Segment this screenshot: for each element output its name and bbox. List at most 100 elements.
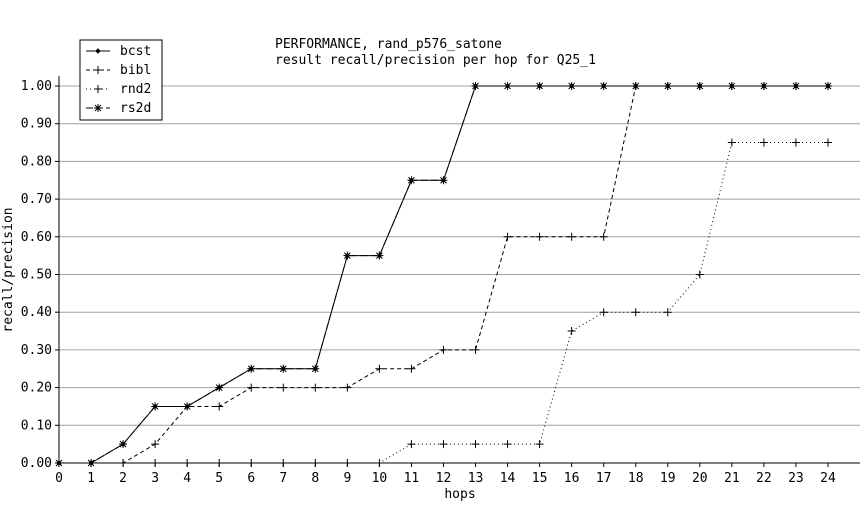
x-tick-label: 14 — [500, 471, 516, 486]
data-point — [567, 82, 576, 90]
data-point — [439, 176, 448, 185]
data-point — [407, 440, 416, 449]
legend-marker — [94, 104, 102, 112]
x-tick-label: 19 — [660, 471, 676, 486]
data-point — [343, 251, 352, 260]
data-point — [599, 232, 608, 241]
series-line — [59, 142, 828, 464]
data-point — [279, 383, 288, 392]
data-point — [151, 402, 160, 411]
x-tick-label: 0 — [55, 471, 63, 486]
chart-subtitle: result recall/precision per hop for Q25_… — [275, 53, 596, 68]
y-tick-label: 0.20 — [21, 381, 52, 396]
x-tick-label: 3 — [151, 471, 159, 486]
data-point — [119, 440, 128, 449]
data-point — [183, 459, 192, 467]
data-point — [727, 82, 736, 90]
data-point — [375, 364, 384, 373]
x-tick-label: 1 — [87, 471, 95, 486]
y-tick-label: 0.60 — [21, 230, 52, 245]
x-tick-label: 21 — [724, 471, 740, 486]
data-point — [823, 138, 832, 147]
data-point — [567, 327, 576, 336]
data-point — [119, 459, 128, 467]
data-point — [471, 82, 480, 90]
y-tick-label: 0.30 — [21, 343, 52, 358]
data-point — [375, 459, 384, 467]
data-point — [631, 308, 640, 317]
data-point — [567, 232, 576, 241]
data-point — [759, 82, 768, 90]
legend-marker — [95, 48, 101, 54]
legend-label: rs2d — [120, 101, 151, 116]
data-point — [503, 232, 512, 241]
x-tick-label: 2 — [119, 471, 127, 486]
x-tick-label: 23 — [788, 471, 804, 486]
data-point — [407, 364, 416, 373]
x-tick-label: 10 — [372, 471, 388, 486]
data-point — [439, 345, 448, 354]
data-point — [439, 440, 448, 449]
data-point — [695, 270, 704, 279]
data-point — [599, 308, 608, 317]
legend-label: bcst — [120, 44, 151, 59]
data-point — [183, 402, 192, 411]
data-point — [535, 232, 544, 241]
legend-marker — [94, 66, 102, 74]
y-tick-label: 0.40 — [21, 305, 52, 320]
data-point — [663, 82, 672, 90]
data-point — [215, 383, 224, 392]
legend-box — [79, 39, 163, 121]
data-point — [599, 82, 608, 90]
x-tick-label: 15 — [532, 471, 548, 486]
y-tick-label: 0.90 — [21, 117, 52, 132]
x-tick-label: 7 — [279, 471, 287, 486]
data-point — [759, 138, 768, 147]
y-tick-label: 1.00 — [21, 79, 52, 94]
data-point — [215, 459, 224, 467]
data-point — [823, 82, 832, 90]
x-tick-label: 18 — [628, 471, 644, 486]
x-tick-label: 9 — [343, 471, 351, 486]
data-point — [87, 459, 96, 467]
data-point — [215, 402, 224, 411]
data-point — [279, 459, 288, 467]
data-point — [503, 82, 512, 90]
data-point — [695, 82, 704, 90]
x-tick-label: 4 — [183, 471, 191, 486]
x-tick-label: 8 — [311, 471, 319, 486]
data-point — [55, 459, 63, 467]
y-tick-label: 0.80 — [21, 154, 52, 169]
legend-label: rnd2 — [120, 82, 151, 97]
chart-title: PERFORMANCE, rand_p576_satone — [275, 37, 502, 52]
data-point — [247, 364, 256, 373]
x-tick-label: 6 — [247, 471, 255, 486]
data-point — [663, 308, 672, 317]
data-point — [727, 138, 736, 147]
data-point — [503, 440, 512, 449]
x-tick-label: 17 — [596, 471, 612, 486]
data-point — [279, 364, 288, 373]
data-point — [631, 82, 640, 90]
y-tick-label: 0.00 — [21, 456, 52, 471]
x-tick-label: 22 — [756, 471, 772, 486]
legend-marker — [94, 85, 102, 93]
x-tick-label: 16 — [564, 471, 580, 486]
data-point — [375, 251, 384, 260]
x-tick-label: 5 — [215, 471, 223, 486]
x-tick-label: 24 — [820, 471, 836, 486]
data-point — [343, 459, 352, 467]
y-tick-label: 0.50 — [21, 268, 52, 283]
x-tick-label: 20 — [692, 471, 708, 486]
x-axis-label: hops — [444, 487, 475, 502]
data-point — [471, 440, 480, 449]
y-axis-label: recall/precision — [1, 207, 16, 332]
data-point — [151, 459, 160, 467]
data-point — [343, 383, 352, 392]
data-point — [407, 176, 416, 185]
x-tick-label: 11 — [404, 471, 420, 486]
data-point — [791, 82, 800, 90]
data-point — [311, 364, 320, 373]
